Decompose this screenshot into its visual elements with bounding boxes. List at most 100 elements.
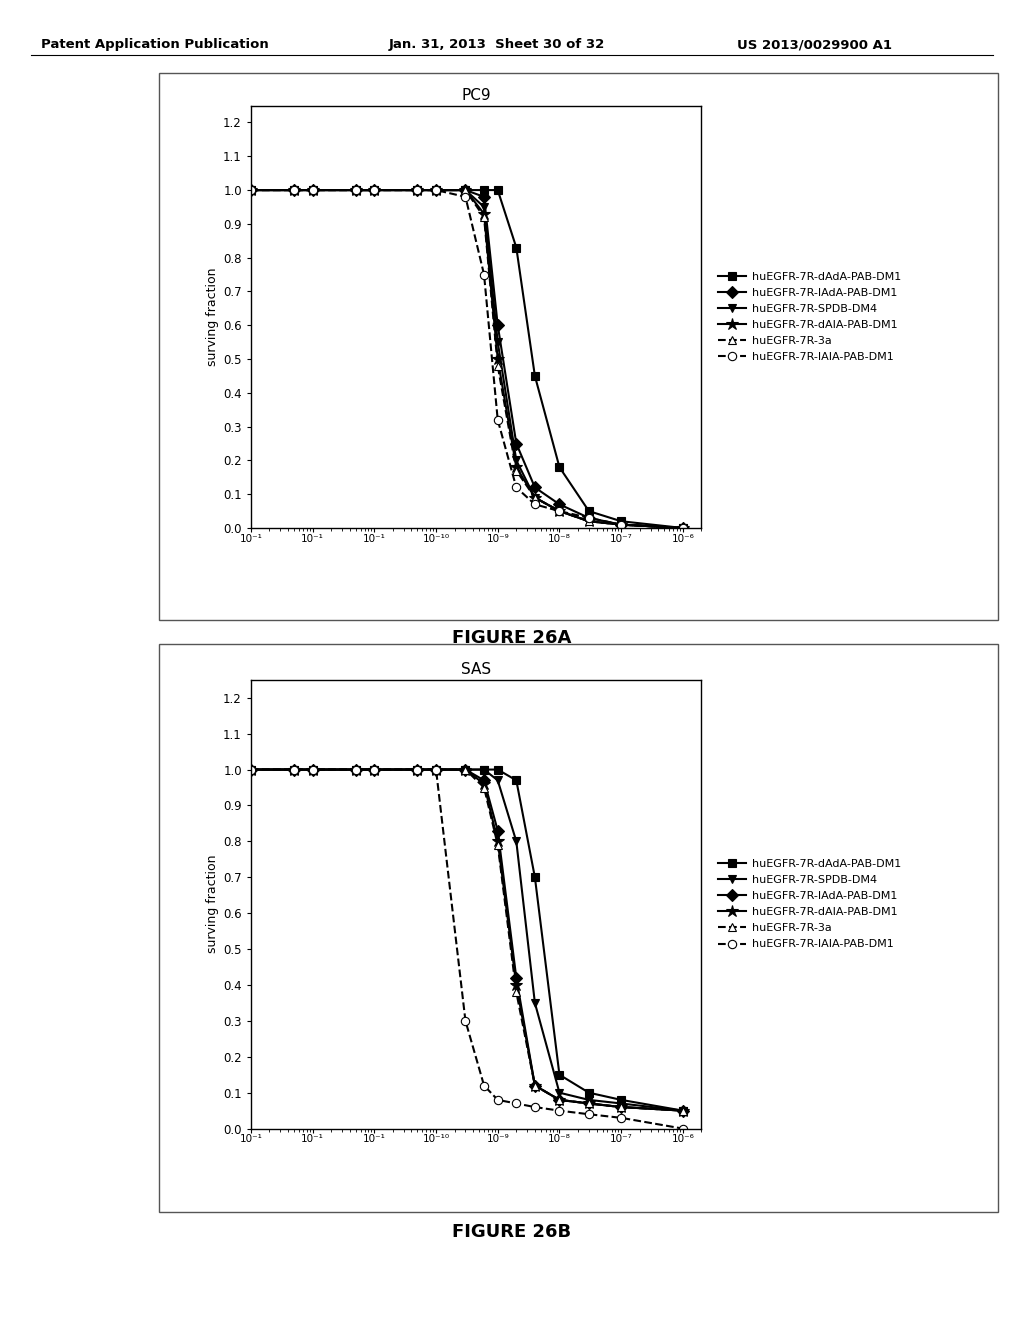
huEGFR-7R-dAdA-PAB-DM1 (528, 368, 541, 384)
huEGFR-7R-dAdA-PAB-DM1 (492, 182, 504, 198)
huEGFR-7R-dAdA-PAB-DM1 (306, 182, 318, 198)
huEGFR-7R-dAdA-PAB-DM1 (288, 182, 300, 198)
huEGFR-7R-IAdA-PAB-DM1 (583, 1096, 595, 1111)
huEGFR-7R-IAIA-PAB-DM1 (412, 182, 424, 198)
huEGFR-7R-SPDB-DM4 (430, 182, 442, 198)
huEGFR-7R-dAdA-PAB-DM1 (553, 459, 565, 475)
huEGFR-7R-SPDB-DM4 (492, 334, 504, 350)
Legend: huEGFR-7R-dAdA-PAB-DM1, huEGFR-7R-SPDB-DM4, huEGFR-7R-IAdA-PAB-DM1, huEGFR-7R-dA: huEGFR-7R-dAdA-PAB-DM1, huEGFR-7R-SPDB-D… (716, 857, 903, 952)
huEGFR-7R-IAIA-PAB-DM1 (553, 1102, 565, 1118)
huEGFR-7R-dAIA-PAB-DM1 (460, 762, 472, 777)
huEGFR-7R-dAIA-PAB-DM1 (510, 459, 522, 475)
huEGFR-7R-SPDB-DM4 (510, 833, 522, 849)
huEGFR-7R-IAIA-PAB-DM1 (677, 1121, 689, 1137)
huEGFR-7R-SPDB-DM4 (369, 762, 381, 777)
Text: FIGURE 26B: FIGURE 26B (453, 1222, 571, 1241)
huEGFR-7R-IAdA-PAB-DM1 (245, 762, 257, 777)
huEGFR-7R-dAIA-PAB-DM1 (492, 833, 504, 849)
huEGFR-7R-IAIA-PAB-DM1 (306, 182, 318, 198)
huEGFR-7R-IAIA-PAB-DM1 (430, 762, 442, 777)
huEGFR-7R-IAIA-PAB-DM1 (306, 762, 318, 777)
huEGFR-7R-SPDB-DM4 (306, 182, 318, 198)
huEGFR-7R-SPDB-DM4 (460, 762, 472, 777)
huEGFR-7R-3a (306, 762, 318, 777)
huEGFR-7R-dAIA-PAB-DM1 (245, 182, 257, 198)
huEGFR-7R-3a (430, 182, 442, 198)
huEGFR-7R-3a (369, 762, 381, 777)
huEGFR-7R-dAIA-PAB-DM1 (412, 182, 424, 198)
huEGFR-7R-IAIA-PAB-DM1 (412, 762, 424, 777)
huEGFR-7R-SPDB-DM4 (510, 453, 522, 469)
huEGFR-7R-SPDB-DM4 (288, 762, 300, 777)
huEGFR-7R-dAIA-PAB-DM1 (615, 1100, 628, 1115)
huEGFR-7R-IAdA-PAB-DM1 (288, 762, 300, 777)
huEGFR-7R-dAdA-PAB-DM1 (349, 762, 361, 777)
huEGFR-7R-dAdA-PAB-DM1 (306, 762, 318, 777)
huEGFR-7R-3a (528, 490, 541, 506)
huEGFR-7R-dAIA-PAB-DM1 (306, 182, 318, 198)
huEGFR-7R-dAdA-PAB-DM1 (245, 182, 257, 198)
huEGFR-7R-SPDB-DM4 (615, 516, 628, 532)
huEGFR-7R-dAdA-PAB-DM1 (492, 762, 504, 777)
huEGFR-7R-IAIA-PAB-DM1 (430, 182, 442, 198)
huEGFR-7R-dAdA-PAB-DM1 (583, 503, 595, 519)
huEGFR-7R-dAdA-PAB-DM1 (369, 182, 381, 198)
huEGFR-7R-SPDB-DM4 (478, 762, 490, 777)
huEGFR-7R-dAdA-PAB-DM1 (510, 772, 522, 788)
Text: FIGURE 26A: FIGURE 26A (453, 628, 571, 647)
huEGFR-7R-IAIA-PAB-DM1 (369, 762, 381, 777)
huEGFR-7R-dAdA-PAB-DM1 (460, 762, 472, 777)
huEGFR-7R-3a (245, 762, 257, 777)
huEGFR-7R-IAdA-PAB-DM1 (306, 182, 318, 198)
huEGFR-7R-IAIA-PAB-DM1 (349, 182, 361, 198)
huEGFR-7R-IAdA-PAB-DM1 (615, 1100, 628, 1115)
huEGFR-7R-IAIA-PAB-DM1 (510, 1096, 522, 1111)
huEGFR-7R-SPDB-DM4 (306, 762, 318, 777)
huEGFR-7R-3a (510, 985, 522, 1001)
huEGFR-7R-3a (430, 762, 442, 777)
huEGFR-7R-dAdA-PAB-DM1 (430, 182, 442, 198)
huEGFR-7R-dAdA-PAB-DM1 (615, 1092, 628, 1107)
huEGFR-7R-SPDB-DM4 (583, 1092, 595, 1107)
huEGFR-7R-SPDB-DM4 (553, 1085, 565, 1101)
Y-axis label: surving fraction: surving fraction (206, 268, 219, 366)
huEGFR-7R-SPDB-DM4 (430, 762, 442, 777)
huEGFR-7R-SPDB-DM4 (478, 199, 490, 215)
huEGFR-7R-dAdA-PAB-DM1 (553, 1067, 565, 1082)
huEGFR-7R-SPDB-DM4 (677, 520, 689, 536)
Text: Jan. 31, 2013  Sheet 30 of 32: Jan. 31, 2013 Sheet 30 of 32 (389, 38, 605, 51)
Line: huEGFR-7R-IAIA-PAB-DM1: huEGFR-7R-IAIA-PAB-DM1 (247, 766, 687, 1133)
huEGFR-7R-IAIA-PAB-DM1 (245, 762, 257, 777)
Line: huEGFR-7R-3a: huEGFR-7R-3a (247, 186, 687, 532)
huEGFR-7R-IAdA-PAB-DM1 (306, 762, 318, 777)
huEGFR-7R-IAdA-PAB-DM1 (412, 762, 424, 777)
Line: huEGFR-7R-3a: huEGFR-7R-3a (247, 766, 687, 1115)
huEGFR-7R-3a (349, 762, 361, 777)
huEGFR-7R-IAIA-PAB-DM1 (478, 1077, 490, 1093)
huEGFR-7R-3a (553, 1092, 565, 1107)
huEGFR-7R-IAdA-PAB-DM1 (478, 772, 490, 788)
huEGFR-7R-IAIA-PAB-DM1 (478, 267, 490, 282)
huEGFR-7R-3a (492, 358, 504, 374)
huEGFR-7R-3a (349, 182, 361, 198)
huEGFR-7R-IAIA-PAB-DM1 (528, 1100, 541, 1115)
huEGFR-7R-dAdA-PAB-DM1 (460, 182, 472, 198)
huEGFR-7R-IAIA-PAB-DM1 (583, 1106, 595, 1122)
huEGFR-7R-3a (528, 1077, 541, 1093)
huEGFR-7R-IAdA-PAB-DM1 (245, 182, 257, 198)
huEGFR-7R-SPDB-DM4 (492, 772, 504, 788)
huEGFR-7R-IAdA-PAB-DM1 (492, 317, 504, 333)
huEGFR-7R-IAdA-PAB-DM1 (412, 182, 424, 198)
huEGFR-7R-3a (369, 182, 381, 198)
huEGFR-7R-3a (583, 513, 595, 529)
Line: huEGFR-7R-dAdA-PAB-DM1: huEGFR-7R-dAdA-PAB-DM1 (247, 186, 687, 532)
huEGFR-7R-3a (492, 837, 504, 853)
huEGFR-7R-3a (245, 182, 257, 198)
huEGFR-7R-dAdA-PAB-DM1 (528, 870, 541, 886)
huEGFR-7R-dAdA-PAB-DM1 (478, 182, 490, 198)
huEGFR-7R-dAIA-PAB-DM1 (430, 182, 442, 198)
Text: US 2013/0029900 A1: US 2013/0029900 A1 (737, 38, 892, 51)
huEGFR-7R-IAIA-PAB-DM1 (615, 1110, 628, 1126)
huEGFR-7R-IAIA-PAB-DM1 (492, 412, 504, 428)
huEGFR-7R-IAdA-PAB-DM1 (553, 1092, 565, 1107)
